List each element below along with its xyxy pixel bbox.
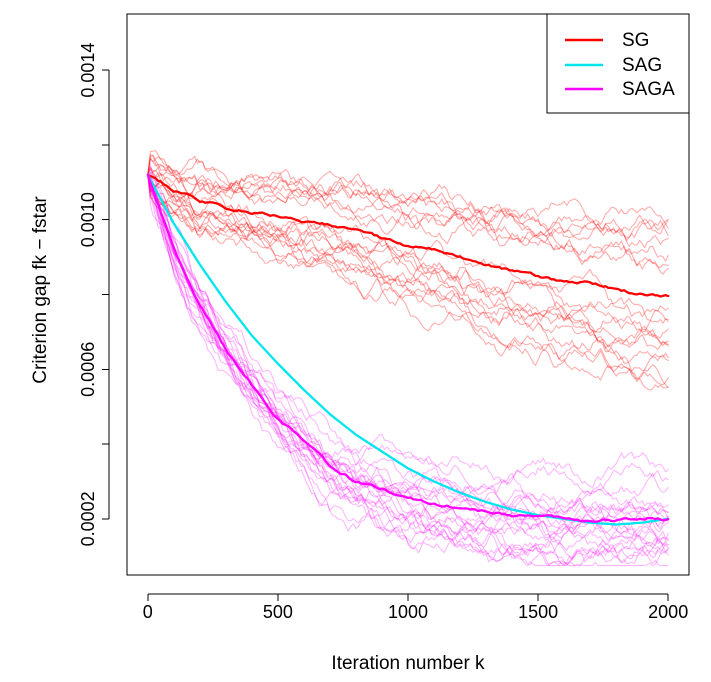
y-axis: 0.0002 0.0006 0.0010 0.0014 xyxy=(78,43,110,546)
sg-run-trace xyxy=(147,155,669,249)
sg-run-trace xyxy=(147,174,669,351)
saga-run-trace xyxy=(147,174,669,567)
x-tick-label: 500 xyxy=(263,602,293,622)
saga-run-trace xyxy=(147,174,669,567)
legend-sag-label: SAG xyxy=(622,55,662,76)
plot-border xyxy=(126,13,690,576)
sg-run-trace xyxy=(147,155,669,244)
saga-run-trace xyxy=(147,174,669,561)
sg-run-trace xyxy=(147,174,669,383)
sg-run-trace xyxy=(147,169,669,333)
sg-run-trace xyxy=(147,150,669,266)
saga-run-trace xyxy=(147,174,669,519)
saga-mean-line xyxy=(146,173,670,524)
legend-box xyxy=(546,13,690,114)
legend: SG SAG SAGA xyxy=(546,13,690,114)
sg-mean-line xyxy=(146,173,670,298)
saga-run-trace xyxy=(147,174,669,566)
saga-run-trace xyxy=(147,174,669,511)
sg-run-trace xyxy=(147,174,669,347)
sg-run-trace xyxy=(147,158,669,242)
sg-run-trace xyxy=(147,168,669,275)
saga-run-trace xyxy=(147,174,669,542)
sg-run-trace xyxy=(147,174,669,364)
sg-run-trace xyxy=(147,174,669,391)
x-axis-title: Iteration number k xyxy=(331,653,485,674)
sg-run-trace xyxy=(147,174,669,318)
y-tick-label: 0.0010 xyxy=(78,192,98,247)
sg-run-trace xyxy=(147,174,669,389)
mean-series-lines xyxy=(146,173,670,526)
x-tick-label: 2000 xyxy=(648,602,688,622)
saga-run-trace xyxy=(147,174,669,566)
x-tick-label: 1000 xyxy=(388,602,428,622)
saga-run-trace xyxy=(147,174,669,566)
legend-saga-label: SAGA xyxy=(622,79,675,100)
x-tick-label: 0 xyxy=(143,602,153,622)
sg-run-trace xyxy=(147,156,669,229)
y-axis-title: Criterion gap fk − fstar xyxy=(30,196,51,384)
y-tick-label: 0.0006 xyxy=(78,342,98,397)
sg-run-trace xyxy=(147,156,669,268)
y-tick-label: 0.0014 xyxy=(78,43,98,98)
sg-run-trace xyxy=(147,154,669,238)
sg-run-trace xyxy=(147,174,669,386)
x-tick-label: 1500 xyxy=(518,602,558,622)
saga-run-trace xyxy=(147,174,669,548)
saga-run-trace xyxy=(147,174,669,526)
x-axis: 0 500 1000 1500 2000 xyxy=(143,593,688,622)
saga-run-trace xyxy=(147,163,669,492)
sg-run-trace xyxy=(147,174,669,349)
saga-run-trace xyxy=(147,174,669,546)
saga-run-trace xyxy=(147,170,669,495)
sg-run-trace xyxy=(147,174,669,345)
saga-run-trace xyxy=(147,174,669,567)
legend-sg-label: SG xyxy=(622,30,649,51)
saga-run-trace xyxy=(147,174,669,516)
y-tick-label: 0.0002 xyxy=(78,491,98,546)
